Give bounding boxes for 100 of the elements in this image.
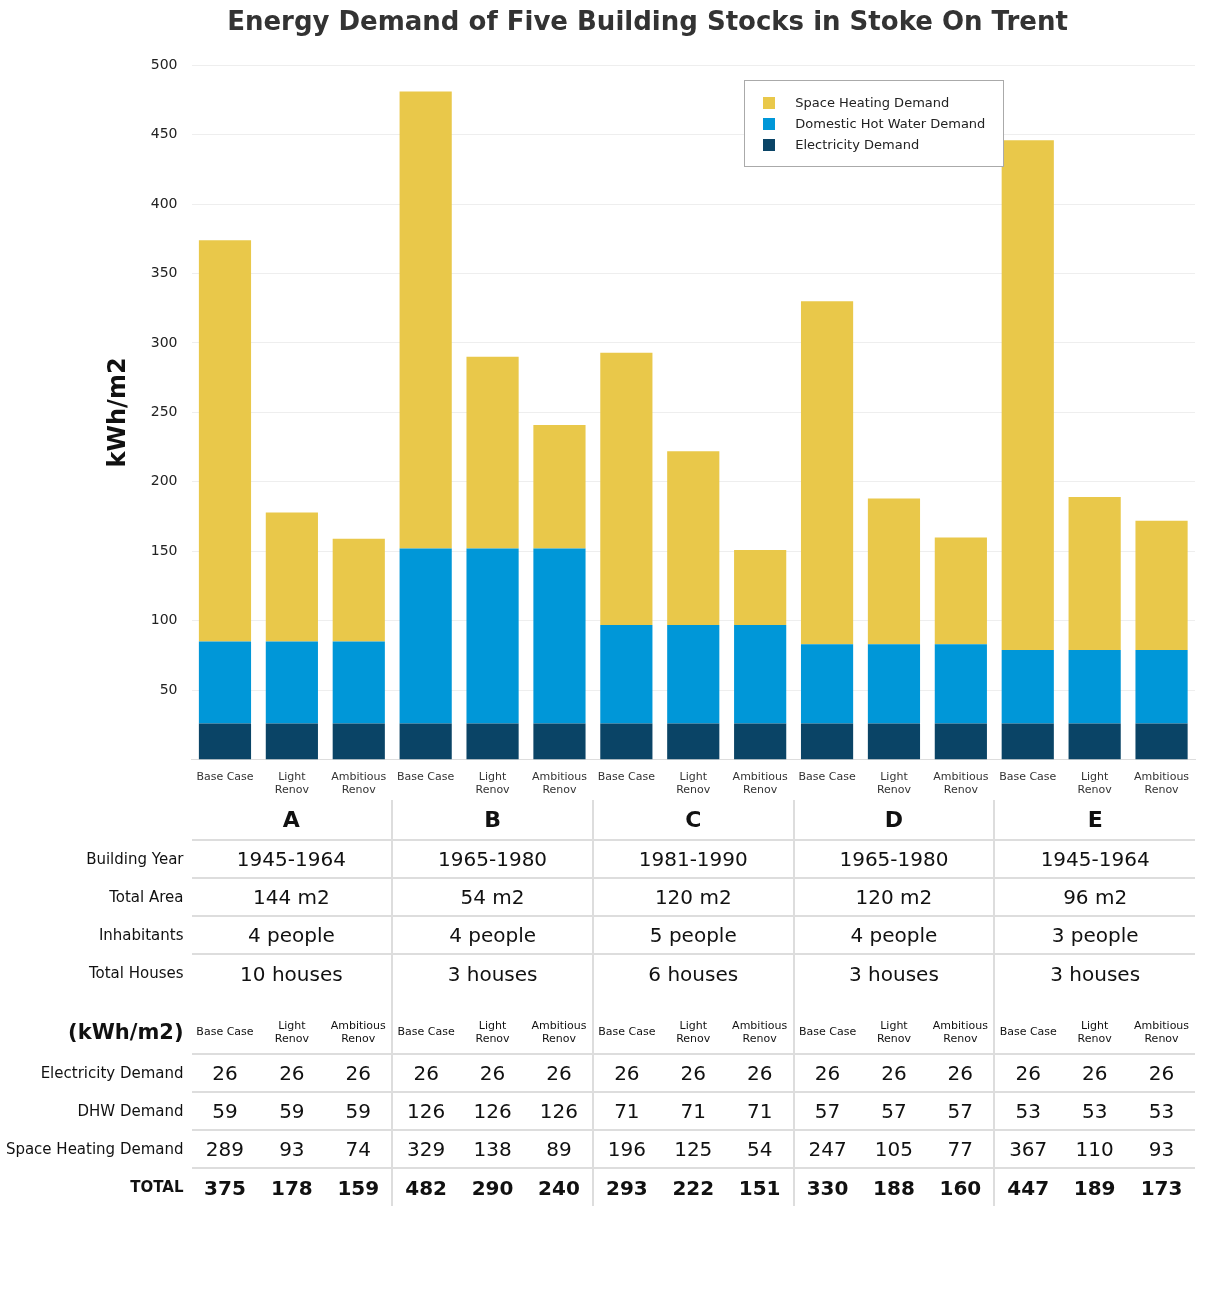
text: Space Heating Demand <box>4 1139 185 1160</box>
y-tick-label: 300 <box>150 333 178 350</box>
bar <box>667 624 720 724</box>
y-tick-label: 200 <box>150 472 178 489</box>
x-tick-label: Ambitious Renov <box>531 770 588 797</box>
data-label: 26 <box>659 1054 727 1092</box>
data-label: 26 <box>1128 1054 1195 1092</box>
bar <box>1068 723 1121 760</box>
data-label: 93 <box>258 1130 326 1168</box>
text: 1965-1980 <box>392 840 593 878</box>
y-tick-label: 400 <box>150 194 178 211</box>
bar <box>399 91 452 549</box>
y-tick-label: 500 <box>150 55 178 72</box>
data-label: 247 <box>793 1130 861 1168</box>
bar <box>466 356 519 549</box>
data-label: 74 <box>325 1130 393 1168</box>
text: 144 m2 <box>191 878 393 916</box>
category-label: Light Renov <box>676 1018 711 1045</box>
chart-title: Energy Demand of Five Building Stocks in Stoke On Trent <box>227 6 1068 37</box>
bar <box>1135 649 1188 724</box>
text: Building Year <box>85 849 185 870</box>
category-label: Ambitious Renov <box>531 1018 587 1045</box>
data-label: 57 <box>860 1092 928 1130</box>
text: 4 people <box>392 916 593 954</box>
text: 1981-1990 <box>592 840 794 878</box>
data-label: 125 <box>659 1130 727 1168</box>
legend-label: Domestic Hot Water Demand <box>795 116 986 132</box>
text: 330 <box>793 1168 861 1206</box>
text: 189 <box>1061 1168 1129 1206</box>
text: E <box>994 800 1195 840</box>
text: A <box>281 806 301 834</box>
bar <box>1001 649 1054 724</box>
text: 5 people <box>592 916 794 954</box>
data-label: 59 <box>258 1092 326 1130</box>
bar <box>734 549 787 625</box>
data-label: 289 <box>191 1130 259 1168</box>
data-label: 26 <box>726 1054 794 1092</box>
text: 3 houses <box>392 954 593 992</box>
data-label: 26 <box>592 1054 660 1092</box>
text: 151 <box>726 1168 794 1206</box>
text: 173 <box>1128 1168 1195 1206</box>
category-label: Ambitious Renov <box>330 1018 386 1045</box>
category-label: Base Case <box>397 1025 455 1038</box>
text: 178 <box>258 1168 326 1206</box>
bar <box>466 548 519 724</box>
text: 160 <box>927 1168 995 1206</box>
text: 290 <box>459 1168 526 1206</box>
category-label: Light Renov <box>876 1018 912 1045</box>
y-tick-label: 150 <box>150 541 178 558</box>
data-label: 59 <box>325 1092 393 1130</box>
text: 447 <box>994 1168 1062 1206</box>
text: (kWh/m2) <box>67 1019 185 1046</box>
data-label: 59 <box>191 1092 259 1130</box>
bar <box>600 624 653 724</box>
bar <box>332 641 385 724</box>
text: 4 people <box>793 916 995 954</box>
text: 3 houses <box>994 954 1195 992</box>
text: 1945-1964 <box>994 840 1195 878</box>
text: 4 people <box>191 916 393 954</box>
bar <box>867 498 921 645</box>
bar <box>734 723 787 760</box>
text: 375 <box>191 1168 259 1206</box>
bar <box>533 548 586 724</box>
text: 240 <box>526 1168 593 1206</box>
bar <box>800 644 854 724</box>
text: 1945-1964 <box>191 840 393 878</box>
data-label: 77 <box>927 1130 995 1168</box>
data-label: 71 <box>659 1092 727 1130</box>
y-tick-label: 450 <box>150 125 178 142</box>
data-label: 57 <box>793 1092 861 1130</box>
category-label: Base Case <box>999 1025 1057 1038</box>
category-label: Base Case <box>798 1025 857 1038</box>
category-label: Light Renov <box>1077 1018 1112 1045</box>
data-label: 53 <box>1128 1092 1195 1130</box>
text: Inhabitants <box>97 925 185 946</box>
x-tick-label: Base Case <box>597 770 656 784</box>
y-tick-label: 350 <box>150 264 178 281</box>
bar <box>265 723 318 760</box>
text: Total Area <box>108 887 185 908</box>
text: B <box>392 800 593 840</box>
bar <box>934 723 987 760</box>
text: 10 houses <box>191 954 393 992</box>
bar <box>1068 497 1121 650</box>
category-label: Ambitious Renov <box>732 1018 788 1045</box>
x-tick-label: Base Case <box>798 770 856 784</box>
bar <box>600 723 653 760</box>
data-label: 53 <box>994 1092 1062 1130</box>
bar <box>1001 140 1054 650</box>
data-label: 26 <box>526 1054 593 1092</box>
bar <box>800 723 854 760</box>
x-tick-label: Light Renov <box>1077 770 1113 797</box>
x-tick-label: Ambitious Renov <box>732 770 788 797</box>
text: DHW Demand <box>76 1101 185 1122</box>
text: Electricity Demand <box>39 1063 185 1084</box>
x-tick-label: Light Renov <box>274 770 310 797</box>
text: 188 <box>860 1168 928 1206</box>
bar <box>734 624 787 724</box>
y-axis-title: kWh/m2 <box>102 357 131 468</box>
data-label: 126 <box>392 1092 460 1130</box>
text: Total Houses <box>87 963 185 984</box>
